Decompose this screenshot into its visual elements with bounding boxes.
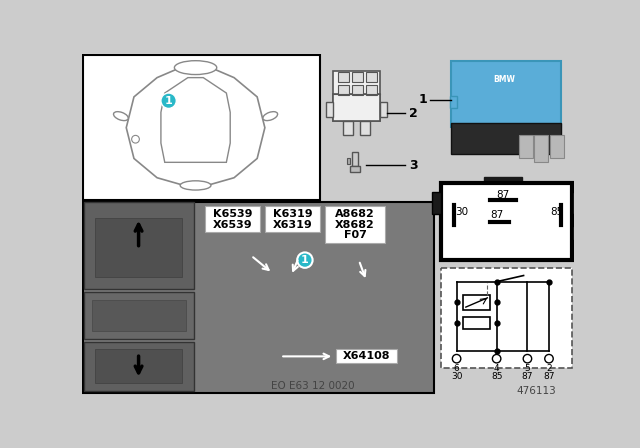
Circle shape: [297, 252, 312, 268]
Bar: [380, 102, 387, 117]
Text: 87: 87: [543, 372, 555, 381]
Bar: [534, 134, 548, 162]
Ellipse shape: [113, 112, 128, 121]
Bar: [451, 61, 561, 127]
Text: X64108: X64108: [343, 351, 390, 361]
Bar: [441, 183, 572, 260]
Circle shape: [492, 354, 501, 363]
Text: K6539: K6539: [212, 209, 252, 219]
Text: 87: 87: [496, 190, 509, 200]
Bar: [348, 158, 350, 164]
Text: 476113: 476113: [516, 386, 556, 396]
Bar: [336, 349, 397, 362]
Bar: [205, 206, 260, 233]
Circle shape: [545, 354, 553, 363]
Bar: [344, 121, 353, 134]
Text: 5: 5: [525, 364, 531, 373]
Text: A8682: A8682: [335, 209, 375, 219]
Bar: [95, 218, 182, 277]
Bar: [441, 268, 572, 368]
Text: 30: 30: [451, 372, 462, 381]
Ellipse shape: [263, 112, 278, 121]
Bar: [338, 72, 349, 82]
Bar: [92, 300, 186, 331]
Polygon shape: [161, 78, 230, 162]
Text: 85: 85: [491, 372, 502, 381]
Bar: [84, 202, 194, 289]
Text: 87: 87: [490, 211, 503, 220]
Bar: [333, 94, 380, 121]
Text: 85: 85: [550, 207, 563, 217]
Text: 1: 1: [419, 94, 428, 107]
Bar: [95, 349, 182, 383]
Text: K6319: K6319: [273, 209, 312, 219]
Text: 1: 1: [301, 255, 308, 265]
Bar: [352, 72, 363, 82]
Text: X6539: X6539: [212, 220, 252, 230]
Bar: [333, 71, 380, 121]
Ellipse shape: [180, 181, 211, 190]
Bar: [360, 121, 369, 134]
Bar: [432, 192, 441, 214]
Bar: [84, 293, 194, 339]
Bar: [325, 206, 385, 243]
Bar: [463, 317, 490, 329]
Bar: [572, 192, 581, 214]
Bar: [84, 342, 194, 391]
Text: 87: 87: [522, 372, 533, 381]
Bar: [83, 202, 435, 392]
Bar: [451, 96, 456, 108]
Bar: [463, 295, 490, 310]
Circle shape: [523, 354, 532, 363]
Ellipse shape: [174, 60, 217, 74]
Bar: [352, 85, 363, 95]
Text: F07: F07: [344, 230, 366, 241]
Circle shape: [452, 354, 461, 363]
Text: 4: 4: [494, 364, 499, 373]
Bar: [365, 85, 376, 95]
Bar: [352, 152, 358, 166]
Bar: [338, 85, 349, 95]
Text: 2: 2: [409, 107, 418, 120]
Circle shape: [161, 93, 176, 108]
Text: BMW: BMW: [493, 75, 515, 84]
Bar: [572, 226, 581, 240]
Text: X6319: X6319: [273, 220, 312, 230]
Bar: [365, 72, 376, 82]
Text: 6: 6: [454, 364, 460, 373]
Text: EO E63 12 0020: EO E63 12 0020: [271, 381, 355, 392]
Bar: [265, 206, 320, 233]
Bar: [484, 177, 522, 183]
Text: 1: 1: [164, 96, 173, 106]
Polygon shape: [126, 66, 265, 185]
Text: 2: 2: [546, 364, 552, 373]
Bar: [326, 102, 333, 117]
Bar: [519, 134, 533, 158]
Bar: [550, 134, 564, 158]
Text: 30: 30: [455, 207, 468, 217]
Bar: [451, 123, 561, 154]
Text: 3: 3: [409, 159, 417, 172]
Bar: [349, 166, 360, 172]
Text: X8682: X8682: [335, 220, 375, 230]
Bar: [83, 55, 320, 200]
Circle shape: [132, 135, 140, 143]
